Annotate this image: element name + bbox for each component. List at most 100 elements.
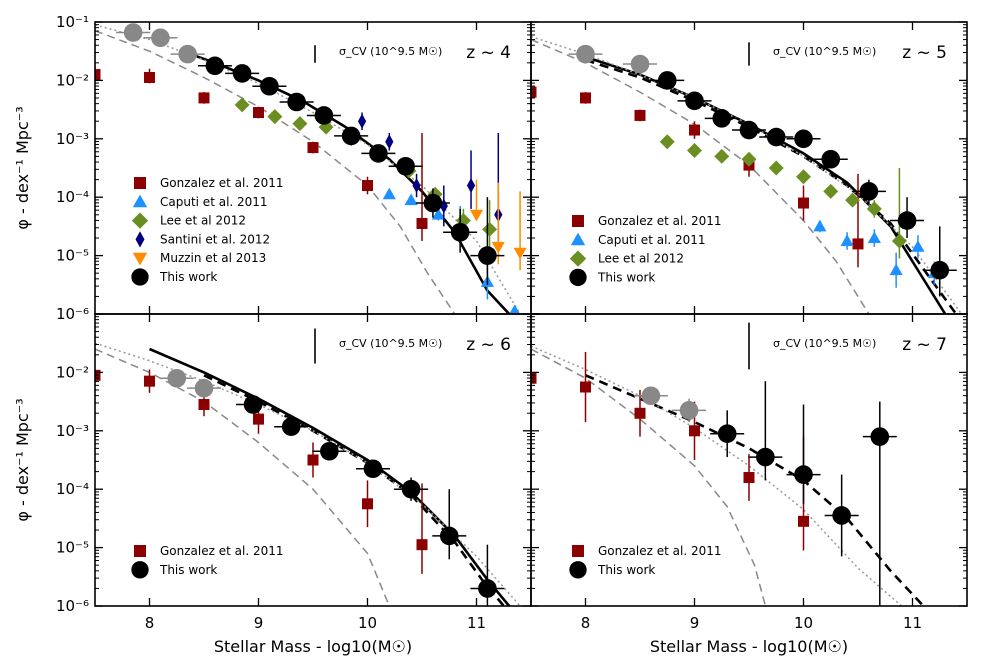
data-point xyxy=(404,193,418,206)
data-point xyxy=(320,441,339,461)
x-axis-ticks xyxy=(584,22,914,314)
data-point xyxy=(151,28,170,48)
legend-marker-caputi-et-al-2011 xyxy=(132,194,148,208)
data-point xyxy=(431,208,445,220)
plot-area xyxy=(95,23,527,314)
redshift-label: z ~ 4 xyxy=(466,43,511,63)
data-point xyxy=(362,180,373,192)
legend-label: Gonzalez et al. 2011 xyxy=(598,214,722,228)
x-tick-label: 9 xyxy=(690,614,700,632)
labels-layer: φ - dex⁻¹ Mpc⁻³ φ - dex⁻¹ Mpc⁻³ Stellar … xyxy=(13,106,848,656)
sigma-cv-label: σ_CV (10^9.5 M☉) xyxy=(339,337,442,350)
data-point xyxy=(509,304,521,314)
y-tick-label: 10⁻⁶ xyxy=(56,305,89,323)
sigma-cv-label: σ_CV (10^9.5 M☉) xyxy=(339,45,442,58)
data-point xyxy=(178,44,197,64)
data-point xyxy=(679,401,699,420)
y-axis-ticks: 10⁻⁶ 10⁻⁵ 10⁻⁴ 10⁻³ 10⁻² xyxy=(56,313,531,615)
data-point xyxy=(416,539,428,551)
data-point xyxy=(689,124,700,136)
fit-curve-dotted-2 xyxy=(95,342,521,606)
data-point xyxy=(739,120,759,140)
data-point xyxy=(930,260,950,280)
data-point xyxy=(717,424,737,444)
y-axis-title-bottom: φ - dex⁻¹ Mpc⁻³ xyxy=(13,398,32,521)
series-this-work-faint xyxy=(633,386,707,423)
series-this-work-faint xyxy=(116,23,205,64)
y-tick-label: 10⁻³ xyxy=(56,130,89,148)
data-point xyxy=(641,386,661,406)
data-point xyxy=(478,579,497,598)
data-point xyxy=(253,107,264,119)
y-tick-label: 10⁻² xyxy=(56,363,89,381)
x-axis-ticks: 8 9 10 11 xyxy=(581,314,922,632)
data-point xyxy=(439,526,459,546)
data-point xyxy=(357,113,367,129)
y-tick-label: 10⁻⁵ xyxy=(56,539,89,557)
y-tick-label: 10⁻⁶ xyxy=(56,597,89,615)
data-point xyxy=(123,23,143,42)
data-point xyxy=(382,187,396,200)
data-point xyxy=(362,498,373,510)
data-point xyxy=(867,231,881,244)
x-tick-label: 11 xyxy=(467,614,486,632)
fit-curve-dashed-2 xyxy=(531,348,767,606)
y-tick-label: 10⁻⁴ xyxy=(56,480,89,498)
data-point xyxy=(531,86,537,98)
legend-marker-this-work xyxy=(131,561,149,579)
legend: Gonzalez et al. 2011 This work xyxy=(569,544,722,579)
data-point xyxy=(823,183,839,199)
data-point xyxy=(766,127,786,147)
data-point xyxy=(198,92,210,104)
series-caputi-et-al-2011 xyxy=(382,187,521,314)
data-point xyxy=(232,64,252,83)
legend-label: Gonzalez et al. 2011 xyxy=(160,176,284,190)
data-point xyxy=(385,134,394,150)
series-this-work xyxy=(650,71,957,297)
data-point xyxy=(852,238,864,250)
data-point xyxy=(423,193,443,213)
y-tick-label: 10⁻⁵ xyxy=(56,247,89,265)
y-axis-title-top: φ - dex⁻¹ Mpc⁻³ xyxy=(13,106,32,229)
data-point xyxy=(412,178,421,193)
panels-layer: σ_CV (10^9.5 M☉) z ~ 4 Gonzalez et al. 201… xyxy=(56,13,968,632)
data-point xyxy=(307,454,319,466)
data-point xyxy=(281,417,301,437)
axes-frame xyxy=(530,313,968,607)
data-point xyxy=(768,160,784,176)
y-axis-ticks: 10⁻⁶ 10⁻⁵ 10⁻⁴ 10⁻³ 10⁻² 10⁻¹ xyxy=(56,13,531,323)
legend-label: This work xyxy=(597,270,655,284)
data-point xyxy=(634,407,646,419)
data-point xyxy=(798,515,809,527)
data-point xyxy=(634,109,646,121)
fit-curve-dotted-1 xyxy=(531,345,903,606)
data-point xyxy=(198,399,210,411)
fit-curve-dotted-1 xyxy=(95,24,521,314)
plot-area xyxy=(95,342,521,606)
data-point xyxy=(416,217,428,229)
redshift-label: z ~ 6 xyxy=(466,335,511,355)
data-point xyxy=(307,142,319,154)
series-this-work xyxy=(197,56,505,285)
legend: Gonzalez et al. 2011 This work xyxy=(131,544,284,579)
x-axis-title-right: Stellar Mass - log10(M☉) xyxy=(650,637,848,656)
data-point xyxy=(513,247,527,260)
fit-curve-dashed-1 xyxy=(585,58,958,314)
legend-label: Muzzin et al 2013 xyxy=(160,251,266,265)
data-point xyxy=(798,197,809,209)
y-axis-ticks xyxy=(531,21,967,315)
legend-label: Gonzalez et al. 2011 xyxy=(598,544,722,558)
legend-marker-lee-et-al-2012 xyxy=(131,212,149,229)
series-gonzalez-et-al-2011 xyxy=(95,369,428,574)
data-point xyxy=(205,56,225,76)
data-point xyxy=(659,134,675,150)
legend: Gonzalez et al. 2011 Caputi et al. 2011 Le… xyxy=(569,214,722,287)
data-point xyxy=(580,381,591,393)
legend-marker-this-work xyxy=(569,561,587,579)
series-gonzalez-et-al-2011 xyxy=(95,65,428,241)
data-point xyxy=(341,126,361,146)
fit-curve-dashed-2 xyxy=(95,30,456,314)
y-axis-ticks xyxy=(531,313,967,607)
data-point xyxy=(840,234,854,246)
